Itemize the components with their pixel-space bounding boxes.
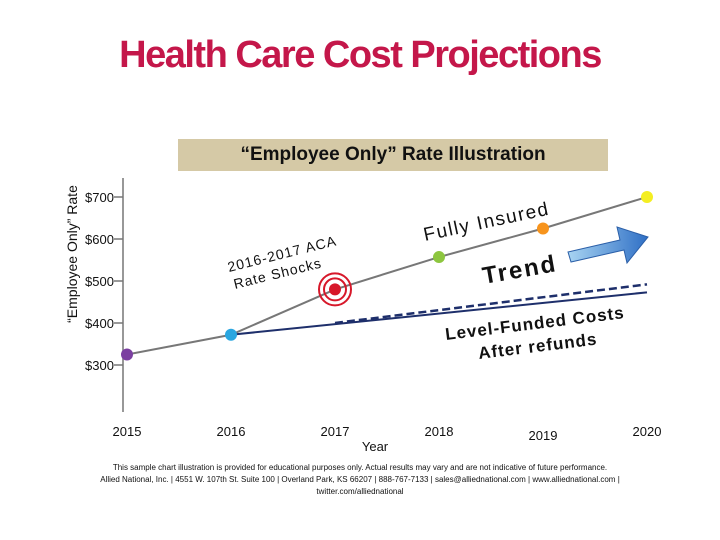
data-point: [121, 348, 133, 361]
target-ring: [323, 277, 347, 302]
x-tick-label: 2018: [425, 424, 454, 439]
x-tick-label: 2020: [633, 424, 662, 439]
x-axis-label: Year: [362, 439, 389, 454]
footer-disclaimer: This sample chart illustration is provid…: [70, 462, 650, 498]
data-point: [225, 328, 237, 341]
y-tick-label: $500: [85, 274, 114, 289]
footer-line-2: Allied National, Inc. | 4551 W. 107th St…: [100, 475, 620, 484]
chart-subtitle: “Employee Only” Rate Illustration: [178, 139, 608, 171]
data-point: [329, 283, 341, 296]
data-point: [433, 251, 445, 264]
data-point: [537, 222, 549, 235]
y-tick-label: $700: [85, 190, 114, 205]
page-title: Health Care Cost Projections: [119, 34, 602, 76]
annotation-fully-insured: Fully Insured: [422, 199, 552, 246]
y-tick-label: $600: [85, 232, 114, 247]
data-point: [641, 191, 653, 203]
y-tick-label: $300: [85, 358, 114, 373]
y-tick-label: $400: [85, 316, 114, 331]
x-tick-label: 2016: [217, 424, 246, 439]
series-line: [334, 283, 648, 325]
footer-line-1: This sample chart illustration is provid…: [112, 463, 608, 472]
annotation-trend: Trend: [480, 250, 559, 290]
trend-arrow: [567, 226, 649, 265]
series-line: [126, 196, 648, 356]
x-tick-label: 2017: [321, 424, 350, 439]
x-tick-label: 2015: [113, 424, 142, 439]
target-ring: [318, 272, 352, 307]
footer-line-3: twitter.com/alliednational: [316, 487, 404, 496]
series-line: [230, 291, 648, 336]
x-tick-label: 2019: [529, 428, 558, 443]
